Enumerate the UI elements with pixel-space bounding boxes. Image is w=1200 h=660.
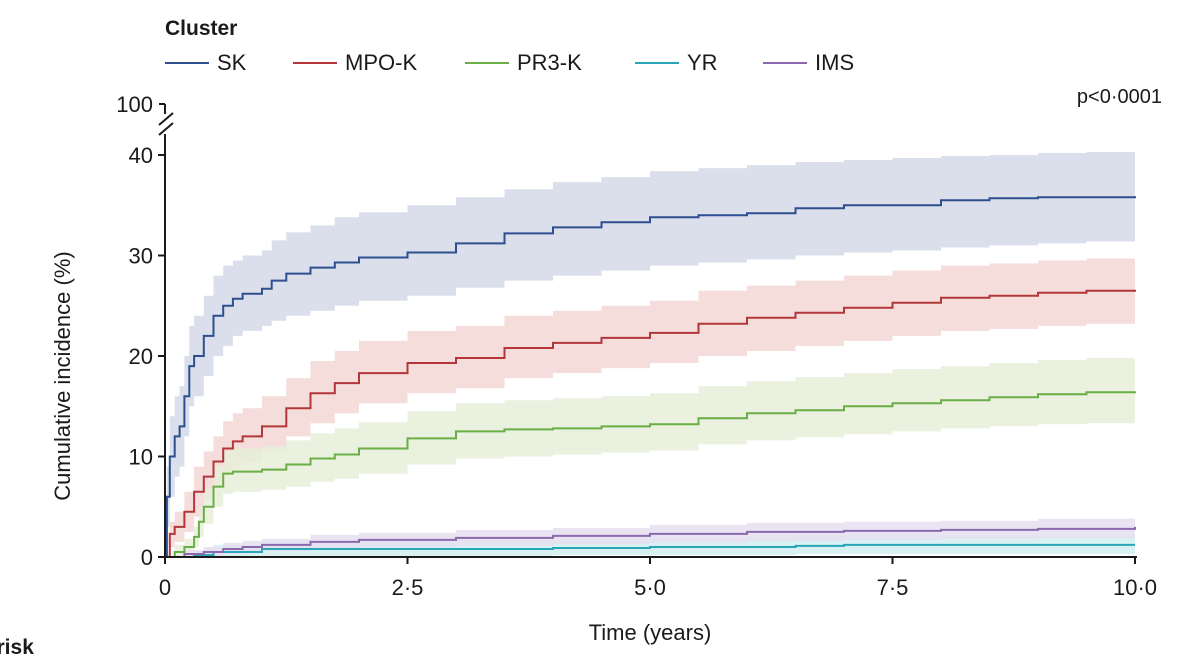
legend-label: YR (687, 50, 718, 75)
legend-label: MPO-K (345, 50, 418, 75)
legend-label: IMS (815, 50, 855, 75)
at-risk-label: at risk (0, 636, 34, 659)
legend-label: PR3-K (517, 50, 582, 75)
series-line-ims (165, 526, 1136, 558)
legend-swatch (763, 62, 807, 64)
x-tick-label: 2·5 (392, 575, 424, 600)
y-ticks: 0 10 20 30 40 (129, 143, 165, 570)
series-line-yr (165, 543, 1135, 558)
x-tick-label: 5·0 (634, 575, 666, 600)
legend-title: Cluster (165, 17, 238, 40)
x-tick-label: 10·0 (1113, 575, 1157, 600)
x-ticks: 0 2·5 5·0 7·5 10·0 (159, 557, 1157, 600)
p-value: p<0·0001 (1076, 86, 1162, 108)
series-line-pr3-k (165, 391, 1136, 558)
y-tick-label: 30 (129, 244, 153, 269)
confidence-bands (165, 151, 1135, 557)
series-lines (165, 196, 1136, 558)
y-tick-label: 10 (129, 445, 153, 470)
y-axis-break (158, 103, 174, 151)
series-line-mpo-k (165, 289, 1136, 558)
band-mpo-k (165, 256, 1135, 557)
legend-swatch (635, 62, 679, 64)
x-tick-label: 0 (159, 575, 171, 600)
y-tick-label: 20 (129, 344, 153, 369)
y-axis-break-label: 100 (116, 92, 153, 117)
x-axis-label: Time (years) (589, 620, 712, 645)
legend-swatch (165, 62, 209, 64)
y-axis-label: Cumulative incidence (%) (50, 251, 75, 500)
legend-swatch (465, 62, 509, 64)
series-line-sk (165, 196, 1136, 558)
legend-swatch (293, 62, 337, 64)
x-tick-label: 7·5 (877, 575, 909, 600)
legend-label: SK (217, 50, 247, 75)
y-tick-label: 0 (141, 545, 153, 570)
y-tick-label: 40 (129, 143, 153, 168)
axes: 100 0 2·5 5·0 7·5 10·0 0 10 20 30 40 Time (years… (50, 92, 1157, 645)
